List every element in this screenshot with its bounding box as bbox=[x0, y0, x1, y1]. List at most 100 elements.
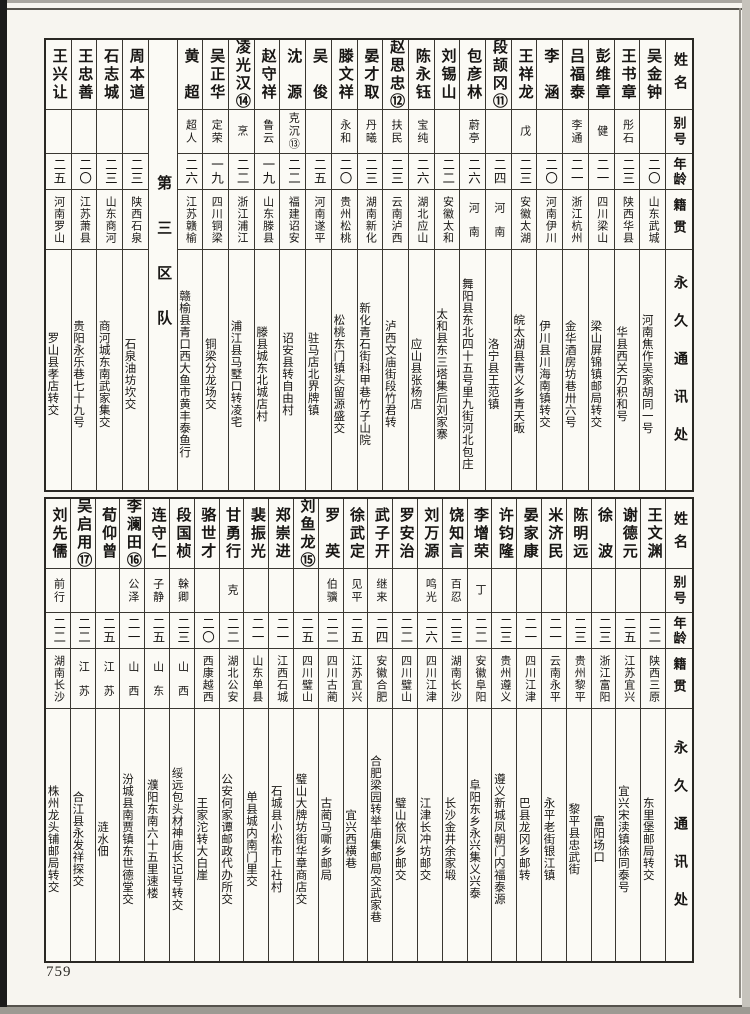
native-text: 四川铜梁 bbox=[210, 195, 223, 244]
name-text: 吴启用⑰ bbox=[75, 499, 92, 569]
age-text: 二二 bbox=[234, 158, 249, 185]
native-text: 河南伊川 bbox=[544, 195, 557, 244]
address-cell: 璧山大牌坊街华章商店交 bbox=[294, 709, 318, 961]
age-text: 二二 bbox=[323, 617, 338, 644]
alias-cell: 前行 bbox=[46, 569, 70, 613]
age-cell: 二三 bbox=[170, 613, 194, 649]
address-text: 太和县东三塔集后刘家寨 bbox=[435, 308, 448, 440]
name-cell: 连守仁 bbox=[145, 499, 170, 569]
age-text: 二三 bbox=[447, 617, 462, 644]
alias-text: 百忍 bbox=[449, 577, 462, 604]
name-cell: 罗 英 bbox=[318, 499, 343, 569]
name-text: 陈永钰 bbox=[413, 47, 430, 102]
address-text: 皖太湖县青义乡青天畈 bbox=[512, 314, 525, 434]
alias-cell bbox=[393, 569, 418, 613]
name-cell: 郑崇进 bbox=[269, 499, 294, 569]
roster-entry-column: 李澜田⑯ 公泽 二一山 西汾城县南贾镇东世德堂交 bbox=[119, 499, 145, 961]
native-text: 云南永平 bbox=[548, 654, 561, 703]
name-text: 包彦林 bbox=[465, 47, 482, 102]
native-text: 四川璧山 bbox=[300, 654, 313, 703]
name-text: 凌光汉⑭ bbox=[233, 40, 250, 110]
roster-entry-column: 周本道 二三 陕西石泉 石泉油坊坎交 bbox=[121, 40, 148, 490]
age-text: 一九 bbox=[260, 158, 275, 185]
name-cell: 吴 俊 bbox=[306, 40, 331, 110]
age-cell: 二三 bbox=[122, 154, 148, 190]
age-text: 二三 bbox=[497, 617, 512, 644]
roster-entry-column: 王文渊 二二 陕西三原 东里堡邮局转交 bbox=[640, 499, 665, 961]
age-cell: 二〇 bbox=[640, 154, 665, 190]
native-cell: 湖北公安 bbox=[219, 649, 244, 709]
address-cell: 罗山县孝店转交 bbox=[46, 250, 71, 490]
alias-cell bbox=[641, 569, 665, 613]
alias-text: 榦卿 bbox=[176, 577, 189, 604]
age-text: 二〇 bbox=[337, 158, 352, 185]
name-text: 徐武定 bbox=[348, 506, 365, 561]
address-cell: 王家沱转大白崖 bbox=[195, 709, 219, 961]
native-cell: 四川江津 bbox=[517, 649, 542, 709]
roster-entry-column: 滕文祥 永和 二〇 贵州松桃 松桃东门镇头留源盛交 bbox=[330, 40, 357, 490]
alias-cell bbox=[194, 569, 219, 613]
age-cell: 二六 bbox=[418, 613, 442, 649]
name-cell: 刘鱼龙⑮ bbox=[294, 499, 318, 569]
address-text: 合江县永发祥探交 bbox=[71, 791, 84, 887]
age-cell: 二四 bbox=[368, 613, 393, 649]
age-text: 二三 bbox=[596, 617, 611, 644]
age-cell: 二二 bbox=[434, 154, 460, 190]
native-text: 四川璧山 bbox=[399, 654, 412, 703]
age-cell: 二一 bbox=[244, 613, 269, 649]
address-cell: 单县城内南门里交 bbox=[244, 709, 268, 961]
header-address: 永久通讯处 bbox=[666, 250, 692, 490]
roster-entry-column: 段颉冈⑪ 二四河 南洛宁县王范镇 bbox=[485, 40, 511, 490]
unit-label-cell: 第三区队 bbox=[149, 40, 177, 490]
native-cell: 山 西 bbox=[170, 649, 194, 709]
name-cell: 彭维章 bbox=[588, 40, 614, 110]
alias-cell bbox=[542, 569, 566, 613]
age-cell: 二一 bbox=[269, 613, 294, 649]
native-cell: 四川璧山 bbox=[294, 649, 318, 709]
address-cell: 诏安县转自由村 bbox=[280, 250, 305, 490]
alias-cell bbox=[294, 569, 318, 613]
address-text: 涟水佃 bbox=[96, 821, 109, 857]
address-text: 泸西文庙街段竹君转 bbox=[383, 320, 396, 428]
age-text: 二三 bbox=[620, 158, 635, 185]
age-cell: 二〇 bbox=[194, 613, 219, 649]
age-cell: 二三 bbox=[614, 154, 640, 190]
alias-text: 戊 bbox=[518, 125, 531, 138]
address-text: 宜兴西横巷 bbox=[344, 809, 357, 869]
address-cell: 永平老街银江镇 bbox=[542, 709, 566, 961]
address-text: 浦江县马墅口转凌宅 bbox=[229, 320, 242, 428]
age-text: 二二 bbox=[398, 617, 413, 644]
header-age: 年龄 bbox=[666, 154, 692, 190]
alias-cell bbox=[537, 110, 563, 154]
name-cell: 李增荣 bbox=[467, 499, 492, 569]
roster-entry-column: 段国桢 榦卿 二三山 西绥远包头材神庙长记号转交 bbox=[169, 499, 194, 961]
alias-text: 健 bbox=[595, 125, 608, 138]
address-text: 璧山依凤乡邮交 bbox=[393, 797, 406, 881]
native-cell: 河南罗山 bbox=[45, 190, 71, 250]
name-text: 段颉冈⑪ bbox=[490, 40, 507, 110]
header-native-label: 籍贯 bbox=[671, 656, 687, 701]
native-cell: 湖南长沙 bbox=[46, 649, 70, 709]
age-text: 二四 bbox=[373, 617, 388, 644]
native-text: 湖北公安 bbox=[226, 654, 239, 703]
native-cell: 山 东 bbox=[145, 649, 170, 709]
native-text: 江苏萧县 bbox=[78, 195, 91, 244]
name-text: 荀仰曾 bbox=[100, 506, 117, 561]
alias-cell bbox=[122, 110, 148, 154]
address-text: 永平老街银江镇 bbox=[542, 797, 555, 881]
alias-text: 丁 bbox=[474, 584, 487, 597]
age-cell: 二三 bbox=[442, 613, 467, 649]
age-cell: 一九 bbox=[254, 154, 280, 190]
roster-entry-column: 包彦林 蔚亭 二六河 南舞阳县东北四十五号里九街河北包庄 bbox=[459, 40, 486, 490]
age-text: 二三 bbox=[128, 158, 143, 185]
name-cell: 刘先儒 bbox=[46, 499, 70, 569]
name-cell: 王文渊 bbox=[641, 499, 665, 569]
name-cell: 赵思忠⑫ bbox=[383, 40, 408, 110]
address-text: 石城县小松市上社村 bbox=[269, 785, 282, 893]
address-cell: 涟水佃 bbox=[96, 709, 120, 961]
alias-cell bbox=[95, 569, 120, 613]
address-text: 伊川县川海南镇转交 bbox=[537, 320, 550, 428]
age-text: 二五 bbox=[348, 617, 363, 644]
roster-entry-column: 武子开 继来 二四 安徽合肥 合肥梁园转举庙集邮局交武家巷 bbox=[367, 499, 393, 961]
alias-cell bbox=[517, 569, 542, 613]
